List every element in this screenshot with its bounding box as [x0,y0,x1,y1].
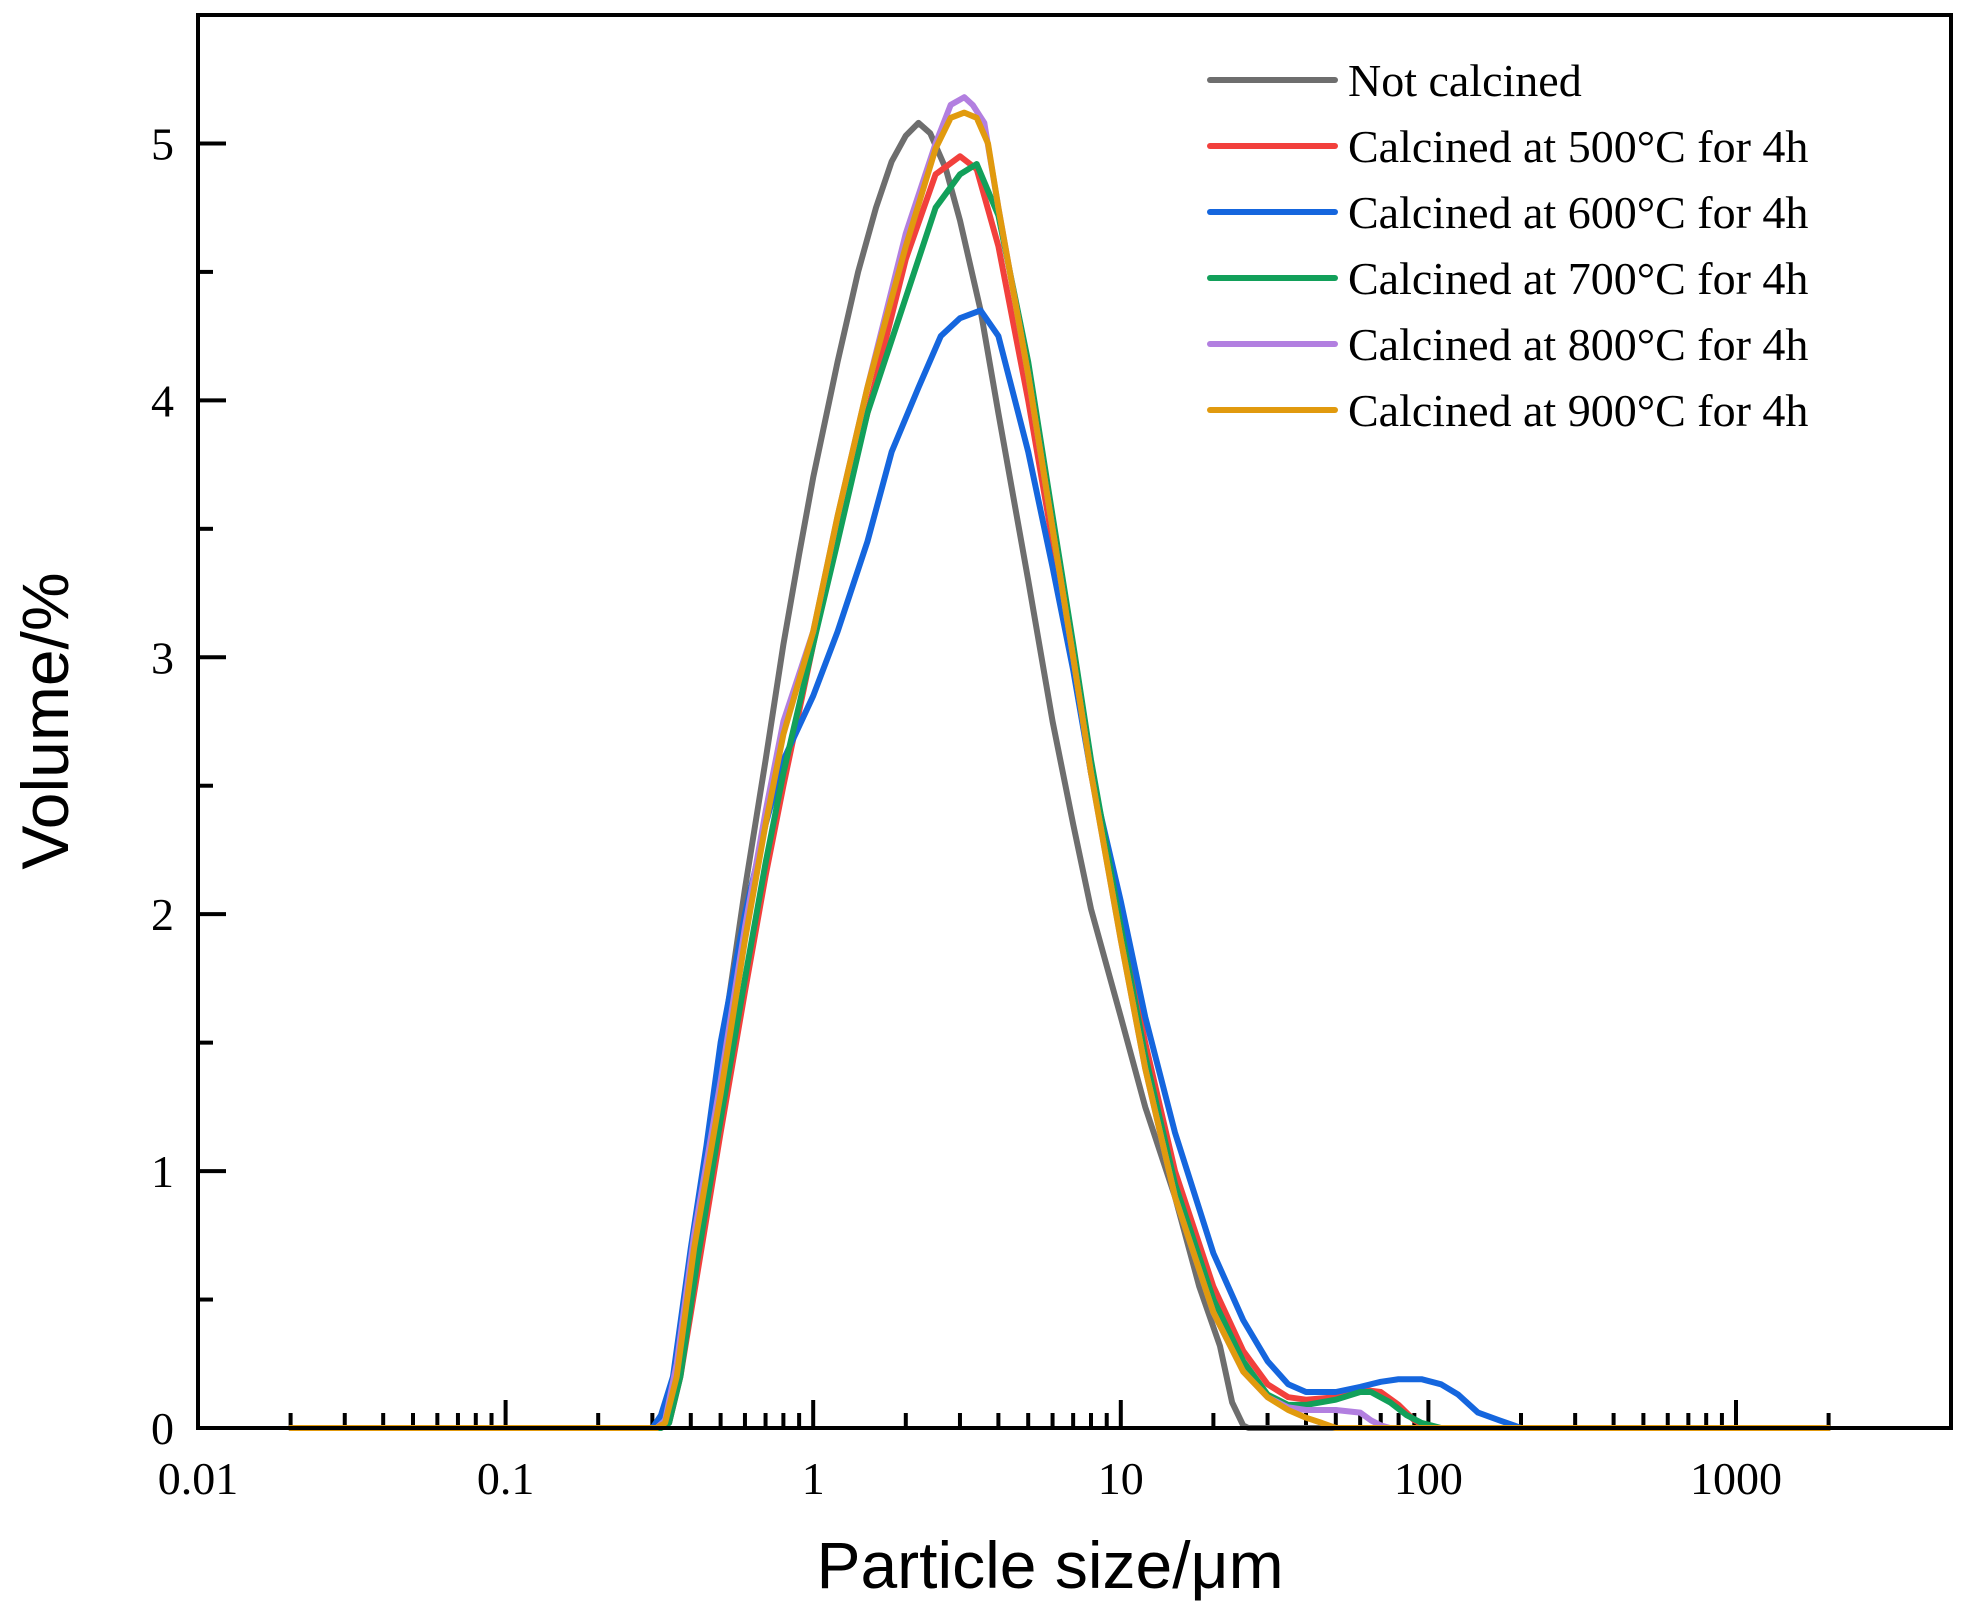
plot-frame [196,13,1953,1430]
x-tick-label: 10 [1098,1453,1144,1504]
legend-label-0: Not calcined [1348,55,1582,106]
series-line-5 [287,109,1832,1431]
x-axis-title: Particle size/μm [816,1528,1283,1602]
y-tick-label: 3 [151,632,174,683]
legend-label-4: Calcined at 800°C for 4h [1348,319,1808,370]
y-axis-title: Volume/% [8,572,82,869]
x-tick-label: 1000 [1690,1453,1782,1504]
x-tick-labels: 0.01 0.1 1 10 100 1000 [158,1453,1782,1504]
series-lines [287,94,1832,1431]
legend-label-1: Calcined at 500°C for 4h [1348,121,1808,172]
legend-label-3: Calcined at 700°C for 4h [1348,253,1808,304]
y-tick-label: 2 [151,889,174,940]
y-tick-labels: 0 1 2 3 4 5 [151,118,174,1454]
y-tick-label: 0 [151,1403,174,1454]
x-tick-label: 100 [1394,1453,1463,1504]
x-tick-label: 0.1 [477,1453,535,1504]
y-tick-label: 4 [151,375,174,426]
x-tick-label: 0.01 [158,1453,239,1504]
x-tick-label: 1 [802,1453,825,1504]
legend: Not calcined Calcined at 500°C for 4h Calc… [1207,55,1808,436]
legend-label-2: Calcined at 600°C for 4h [1348,187,1808,238]
legend-label-5: Calcined at 900°C for 4h [1348,385,1808,436]
y-tick-label: 1 [151,1146,174,1197]
y-tick-label: 5 [151,118,174,169]
